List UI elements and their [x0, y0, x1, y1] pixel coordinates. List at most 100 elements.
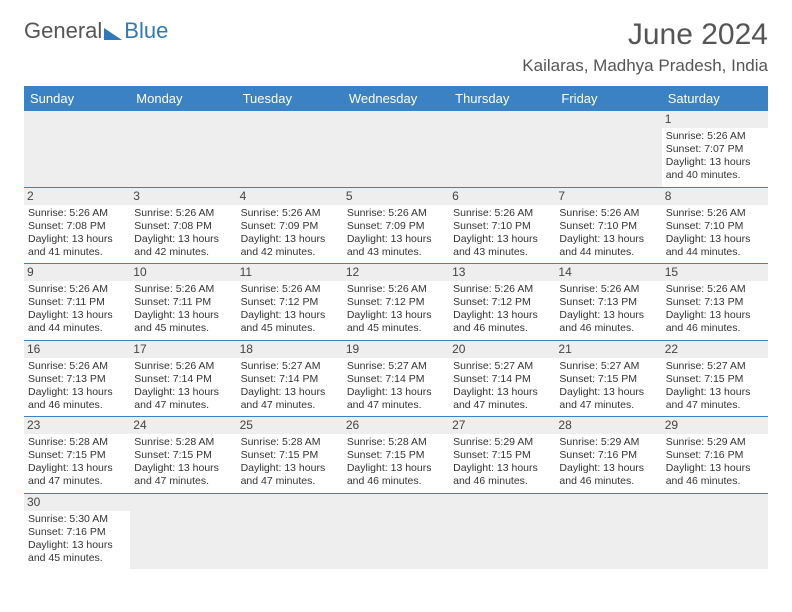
- day-header-row: Sunday Monday Tuesday Wednesday Thursday…: [24, 86, 768, 111]
- sunset-text: Sunset: 7:15 PM: [134, 449, 232, 462]
- day-number: 1: [662, 111, 768, 128]
- sunrise-text: Sunrise: 5:26 AM: [28, 283, 126, 296]
- daylight-text: and 46 minutes.: [666, 475, 764, 488]
- daylight-text: and 46 minutes.: [559, 322, 657, 335]
- sunset-text: Sunset: 7:09 PM: [241, 220, 339, 233]
- daylight-text: and 47 minutes.: [134, 399, 232, 412]
- day-number: 25: [237, 417, 343, 434]
- sunset-text: Sunset: 7:16 PM: [666, 449, 764, 462]
- daylight-text: Daylight: 13 hours: [241, 309, 339, 322]
- calendar-cell: 20Sunrise: 5:27 AMSunset: 7:14 PMDayligh…: [449, 341, 555, 417]
- day-number: 14: [555, 264, 661, 281]
- sunrise-text: Sunrise: 5:28 AM: [241, 436, 339, 449]
- daylight-text: Daylight: 13 hours: [28, 462, 126, 475]
- logo: General Blue: [24, 18, 168, 44]
- sunrise-text: Sunrise: 5:29 AM: [666, 436, 764, 449]
- calendar-cell: 21Sunrise: 5:27 AMSunset: 7:15 PMDayligh…: [555, 341, 661, 417]
- day-number: 4: [237, 188, 343, 205]
- calendar-cell: 13Sunrise: 5:26 AMSunset: 7:12 PMDayligh…: [449, 264, 555, 340]
- day-header: Friday: [555, 86, 661, 111]
- day-header: Saturday: [662, 86, 768, 111]
- daylight-text: and 47 minutes.: [453, 399, 551, 412]
- day-number: 9: [24, 264, 130, 281]
- calendar-cell: 22Sunrise: 5:27 AMSunset: 7:15 PMDayligh…: [662, 341, 768, 417]
- daylight-text: Daylight: 13 hours: [666, 462, 764, 475]
- daylight-text: and 44 minutes.: [28, 322, 126, 335]
- day-number: 26: [343, 417, 449, 434]
- sunset-text: Sunset: 7:16 PM: [28, 526, 126, 539]
- sunset-text: Sunset: 7:15 PM: [241, 449, 339, 462]
- daylight-text: Daylight: 13 hours: [666, 156, 764, 169]
- calendar-cell-blank: [237, 111, 343, 187]
- calendar-cell: 14Sunrise: 5:26 AMSunset: 7:13 PMDayligh…: [555, 264, 661, 340]
- calendar-cell: 7Sunrise: 5:26 AMSunset: 7:10 PMDaylight…: [555, 188, 661, 264]
- calendar-week: 1Sunrise: 5:26 AMSunset: 7:07 PMDaylight…: [24, 111, 768, 188]
- calendar-cell-blank: [449, 494, 555, 570]
- daylight-text: and 46 minutes.: [453, 475, 551, 488]
- calendar-cell: 5Sunrise: 5:26 AMSunset: 7:09 PMDaylight…: [343, 188, 449, 264]
- calendar-cell-blank: [662, 494, 768, 570]
- day-number: 2: [24, 188, 130, 205]
- sunrise-text: Sunrise: 5:26 AM: [347, 207, 445, 220]
- location-subtitle: Kailaras, Madhya Pradesh, India: [522, 56, 768, 76]
- sunrise-text: Sunrise: 5:26 AM: [559, 283, 657, 296]
- calendar-cell: 10Sunrise: 5:26 AMSunset: 7:11 PMDayligh…: [130, 264, 236, 340]
- sunset-text: Sunset: 7:13 PM: [666, 296, 764, 309]
- calendar-cell: 11Sunrise: 5:26 AMSunset: 7:12 PMDayligh…: [237, 264, 343, 340]
- daylight-text: and 47 minutes.: [28, 475, 126, 488]
- sunrise-text: Sunrise: 5:26 AM: [241, 283, 339, 296]
- calendar-cell-blank: [449, 111, 555, 187]
- calendar-week: 2Sunrise: 5:26 AMSunset: 7:08 PMDaylight…: [24, 188, 768, 265]
- sunset-text: Sunset: 7:08 PM: [134, 220, 232, 233]
- sunset-text: Sunset: 7:15 PM: [28, 449, 126, 462]
- sunrise-text: Sunrise: 5:26 AM: [241, 207, 339, 220]
- day-header: Wednesday: [343, 86, 449, 111]
- calendar-cell: 24Sunrise: 5:28 AMSunset: 7:15 PMDayligh…: [130, 417, 236, 493]
- calendar-cell: 6Sunrise: 5:26 AMSunset: 7:10 PMDaylight…: [449, 188, 555, 264]
- sunset-text: Sunset: 7:14 PM: [453, 373, 551, 386]
- daylight-text: Daylight: 13 hours: [666, 233, 764, 246]
- sunset-text: Sunset: 7:15 PM: [347, 449, 445, 462]
- calendar-cell-blank: [555, 111, 661, 187]
- daylight-text: Daylight: 13 hours: [28, 309, 126, 322]
- header: General Blue June 2024 Kailaras, Madhya …: [24, 18, 768, 76]
- sunset-text: Sunset: 7:08 PM: [28, 220, 126, 233]
- sunrise-text: Sunrise: 5:30 AM: [28, 513, 126, 526]
- daylight-text: Daylight: 13 hours: [347, 233, 445, 246]
- sunrise-text: Sunrise: 5:26 AM: [28, 207, 126, 220]
- sunrise-text: Sunrise: 5:26 AM: [134, 283, 232, 296]
- daylight-text: and 47 minutes.: [559, 399, 657, 412]
- sunset-text: Sunset: 7:10 PM: [666, 220, 764, 233]
- sunrise-text: Sunrise: 5:26 AM: [134, 207, 232, 220]
- day-number: 21: [555, 341, 661, 358]
- calendar-cell-blank: [130, 111, 236, 187]
- day-number: 29: [662, 417, 768, 434]
- daylight-text: Daylight: 13 hours: [453, 233, 551, 246]
- daylight-text: Daylight: 13 hours: [134, 233, 232, 246]
- sunset-text: Sunset: 7:07 PM: [666, 143, 764, 156]
- daylight-text: Daylight: 13 hours: [453, 309, 551, 322]
- calendar-cell: 27Sunrise: 5:29 AMSunset: 7:15 PMDayligh…: [449, 417, 555, 493]
- calendar-cell-blank: [555, 494, 661, 570]
- daylight-text: and 43 minutes.: [347, 246, 445, 259]
- sunrise-text: Sunrise: 5:26 AM: [453, 207, 551, 220]
- sunset-text: Sunset: 7:13 PM: [559, 296, 657, 309]
- daylight-text: and 46 minutes.: [453, 322, 551, 335]
- daylight-text: Daylight: 13 hours: [666, 309, 764, 322]
- calendar-cell: 30Sunrise: 5:30 AMSunset: 7:16 PMDayligh…: [24, 494, 130, 570]
- calendar-cell: 23Sunrise: 5:28 AMSunset: 7:15 PMDayligh…: [24, 417, 130, 493]
- daylight-text: and 46 minutes.: [347, 475, 445, 488]
- daylight-text: Daylight: 13 hours: [241, 386, 339, 399]
- logo-triangle-icon: [104, 28, 122, 40]
- calendar-cell-blank: [24, 111, 130, 187]
- calendar-cell: 17Sunrise: 5:26 AMSunset: 7:14 PMDayligh…: [130, 341, 236, 417]
- sunrise-text: Sunrise: 5:26 AM: [559, 207, 657, 220]
- daylight-text: and 46 minutes.: [666, 322, 764, 335]
- sunrise-text: Sunrise: 5:29 AM: [559, 436, 657, 449]
- calendar-cell: 12Sunrise: 5:26 AMSunset: 7:12 PMDayligh…: [343, 264, 449, 340]
- daylight-text: Daylight: 13 hours: [28, 539, 126, 552]
- day-number: 24: [130, 417, 236, 434]
- day-number: 15: [662, 264, 768, 281]
- sunrise-text: Sunrise: 5:26 AM: [28, 360, 126, 373]
- daylight-text: and 45 minutes.: [134, 322, 232, 335]
